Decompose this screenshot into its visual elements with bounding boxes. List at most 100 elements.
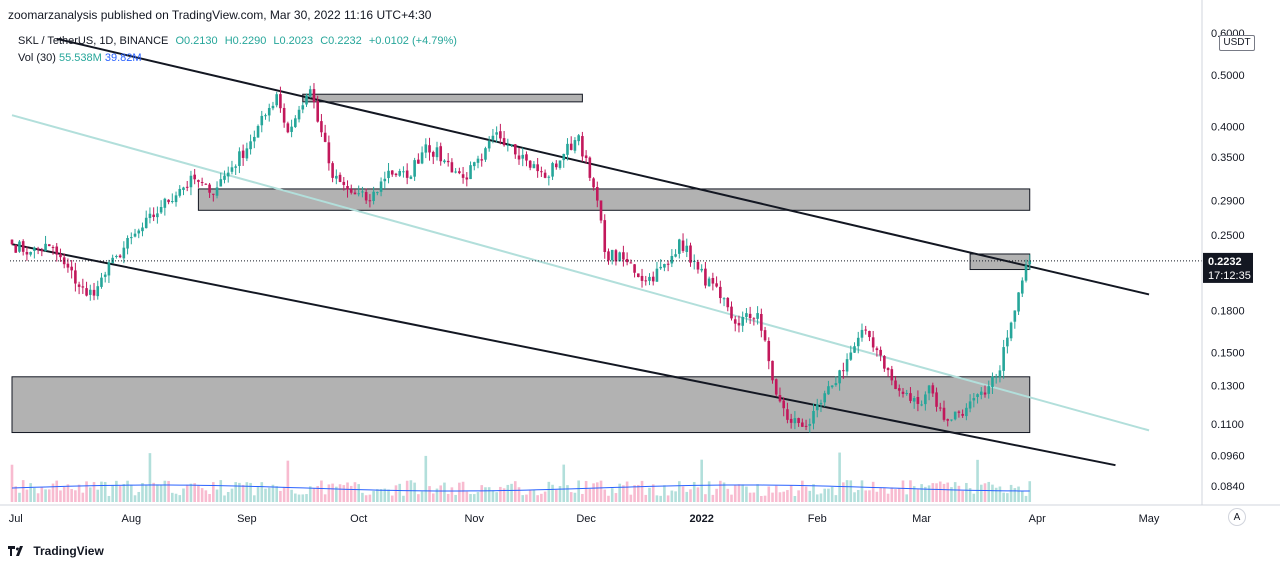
candle[interactable] xyxy=(883,355,886,372)
currency-button[interactable]: USDT xyxy=(1219,35,1255,51)
candle[interactable] xyxy=(226,166,230,183)
candle[interactable] xyxy=(379,177,383,197)
candle[interactable] xyxy=(931,382,935,397)
candle[interactable] xyxy=(987,380,991,399)
candle[interactable] xyxy=(890,365,894,386)
candle[interactable] xyxy=(741,311,744,332)
candle[interactable] xyxy=(290,119,293,138)
candle[interactable] xyxy=(976,393,979,404)
candle[interactable] xyxy=(461,166,465,184)
candle[interactable] xyxy=(525,151,528,167)
candle[interactable] xyxy=(70,259,73,279)
candle[interactable] xyxy=(390,170,394,177)
candle[interactable] xyxy=(312,83,316,109)
candle[interactable] xyxy=(74,262,77,292)
candle[interactable] xyxy=(838,369,841,391)
candle[interactable] xyxy=(18,240,21,253)
candle[interactable] xyxy=(417,153,420,164)
candle[interactable] xyxy=(435,141,439,161)
candle[interactable] xyxy=(1020,277,1024,298)
candle[interactable] xyxy=(25,246,29,261)
candle[interactable] xyxy=(450,158,454,173)
candle[interactable] xyxy=(420,146,424,165)
candle[interactable] xyxy=(897,384,901,397)
candle[interactable] xyxy=(607,248,610,265)
candle[interactable] xyxy=(521,147,525,167)
candle[interactable] xyxy=(685,238,689,258)
candle[interactable] xyxy=(696,259,700,274)
candle[interactable] xyxy=(689,242,692,267)
candle[interactable] xyxy=(678,238,681,259)
candle[interactable] xyxy=(1009,321,1013,342)
candle[interactable] xyxy=(901,388,905,398)
candle[interactable] xyxy=(569,136,573,151)
candle[interactable] xyxy=(495,126,498,143)
candle[interactable] xyxy=(827,380,830,395)
candle[interactable] xyxy=(100,272,103,289)
candle[interactable] xyxy=(256,124,260,138)
candle[interactable] xyxy=(510,144,513,148)
candle[interactable] xyxy=(249,134,252,155)
candle[interactable] xyxy=(946,418,950,427)
candle[interactable] xyxy=(924,391,927,411)
candle[interactable] xyxy=(267,103,271,122)
candle[interactable] xyxy=(562,153,566,168)
candle[interactable] xyxy=(383,171,387,189)
candle[interactable] xyxy=(573,137,577,154)
candle[interactable] xyxy=(700,264,703,273)
candle[interactable] xyxy=(849,345,853,361)
candle[interactable] xyxy=(223,170,226,184)
candle[interactable] xyxy=(920,400,923,407)
candle[interactable] xyxy=(368,194,372,208)
candle[interactable] xyxy=(14,244,18,253)
candle[interactable] xyxy=(554,160,558,170)
candle[interactable] xyxy=(756,306,759,325)
candle[interactable] xyxy=(666,260,670,272)
candle[interactable] xyxy=(364,188,368,204)
candle[interactable] xyxy=(719,280,722,304)
candle[interactable] xyxy=(994,373,998,384)
candle[interactable] xyxy=(912,395,916,409)
candle[interactable] xyxy=(558,160,562,170)
candle[interactable] xyxy=(413,157,416,181)
candle[interactable] xyxy=(1017,292,1020,316)
candle[interactable] xyxy=(126,235,129,255)
candle[interactable] xyxy=(387,162,390,184)
candle[interactable] xyxy=(185,181,189,192)
trendline-2[interactable] xyxy=(11,114,1150,432)
candle[interactable] xyxy=(603,214,607,259)
candle[interactable] xyxy=(178,185,182,198)
candle[interactable] xyxy=(506,138,510,152)
candle[interactable] xyxy=(760,308,763,338)
candle[interactable] xyxy=(398,168,402,177)
candle[interactable] xyxy=(260,110,264,133)
candle[interactable] xyxy=(592,177,595,191)
candle[interactable] xyxy=(715,276,718,288)
candle[interactable] xyxy=(171,193,174,204)
candle[interactable] xyxy=(499,123,502,145)
candle[interactable] xyxy=(681,233,685,253)
candle[interactable] xyxy=(644,275,648,286)
candle[interactable] xyxy=(472,161,476,171)
candle[interactable] xyxy=(402,166,405,178)
candle[interactable] xyxy=(968,394,972,413)
candle[interactable] xyxy=(159,200,163,214)
candle[interactable] xyxy=(730,301,733,321)
candle[interactable] xyxy=(36,246,40,255)
candle[interactable] xyxy=(77,281,81,295)
candle[interactable] xyxy=(823,390,827,407)
candle[interactable] xyxy=(152,207,155,222)
candle[interactable] xyxy=(655,261,659,282)
candle[interactable] xyxy=(308,85,312,98)
candle[interactable] xyxy=(144,210,148,229)
candle[interactable] xyxy=(96,280,100,300)
candle[interactable] xyxy=(443,159,446,164)
candle[interactable] xyxy=(21,239,25,256)
candle[interactable] xyxy=(618,251,621,262)
candle[interactable] xyxy=(614,248,618,266)
candle[interactable] xyxy=(118,254,122,259)
candle[interactable] xyxy=(517,147,521,165)
candle[interactable] xyxy=(536,157,539,178)
candle[interactable] xyxy=(338,172,342,183)
